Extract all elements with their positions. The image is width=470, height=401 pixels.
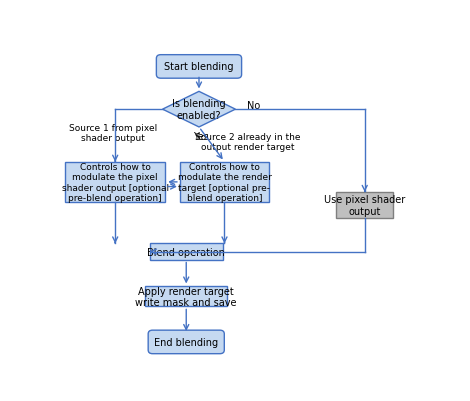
Text: Is blending
enabled?: Is blending enabled? bbox=[172, 99, 226, 121]
Text: Controls how to
modulate the pixel
shader output [optional
pre-blend operation]: Controls how to modulate the pixel shade… bbox=[62, 162, 169, 203]
Polygon shape bbox=[163, 92, 235, 128]
Text: Blend operation: Blend operation bbox=[147, 247, 225, 257]
Text: Controls how to
modulate the render
target [optional pre-
blend operation]: Controls how to modulate the render targ… bbox=[178, 162, 271, 203]
Bar bbox=[180, 162, 269, 203]
Text: Source 2 already in the
output render target: Source 2 already in the output render ta… bbox=[196, 132, 301, 152]
Bar bbox=[145, 287, 227, 307]
Text: Yes: Yes bbox=[193, 131, 209, 141]
Text: Source 1 from pixel
shader output: Source 1 from pixel shader output bbox=[69, 124, 157, 143]
Text: End blending: End blending bbox=[154, 337, 218, 347]
Text: No: No bbox=[247, 100, 260, 110]
Text: Apply render target
write mask and save: Apply render target write mask and save bbox=[135, 286, 237, 308]
FancyBboxPatch shape bbox=[148, 330, 224, 354]
FancyBboxPatch shape bbox=[157, 55, 242, 79]
Text: Use pixel shader
output: Use pixel shader output bbox=[324, 195, 405, 217]
Text: Start blending: Start blending bbox=[164, 62, 234, 72]
Bar bbox=[337, 192, 393, 219]
Bar bbox=[65, 162, 165, 203]
Bar bbox=[150, 244, 223, 260]
